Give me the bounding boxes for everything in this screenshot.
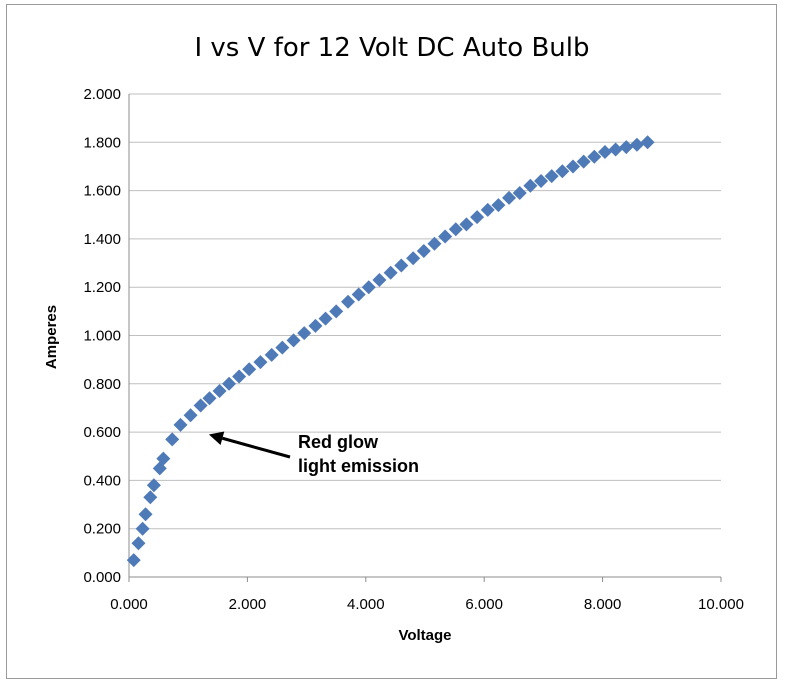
data-point (629, 137, 644, 152)
data-point (597, 144, 612, 159)
x-tick-label: 2.000 (229, 596, 267, 613)
annotation-line-1: Red glow (298, 432, 379, 452)
data-point (351, 287, 366, 302)
x-axis-label: Voltage (398, 627, 451, 644)
data-point (576, 154, 591, 169)
data-point (183, 408, 198, 423)
x-tick-label: 0.000 (110, 596, 148, 613)
data-point (138, 507, 153, 522)
axis-layer (128, 94, 722, 582)
x-tick-label: 6.000 (465, 596, 503, 613)
data-point (361, 280, 376, 295)
data-point (394, 258, 409, 273)
data-point (491, 198, 506, 213)
data-point (555, 164, 570, 179)
data-point (193, 398, 208, 413)
data-point (232, 369, 247, 384)
data-point (135, 521, 150, 536)
y-tick-label: 0.200 (83, 521, 121, 538)
data-point (619, 140, 634, 155)
data-point (480, 202, 495, 217)
data-point (372, 272, 387, 287)
data-point (566, 159, 580, 174)
x-tick-label: 4.000 (347, 596, 385, 613)
data-point (126, 553, 141, 568)
x-tick-label: 8.000 (584, 596, 622, 613)
data-point (587, 149, 602, 164)
annotation: Red glow light emission (208, 431, 419, 476)
y-axis-label: Amperes (43, 305, 60, 369)
y-tick-label: 0.000 (83, 569, 121, 586)
y-tick-label: 1.400 (83, 231, 121, 248)
data-point (470, 210, 485, 225)
data-point (308, 318, 323, 333)
data-point (253, 355, 268, 370)
y-tick-label: 1.200 (83, 279, 121, 296)
data-point (131, 536, 146, 551)
data-point (242, 362, 257, 377)
data-point (146, 478, 161, 493)
data-point (165, 432, 180, 447)
data-point (416, 243, 431, 258)
tick-layer: 0.000 0.200 0.400 0.600 0.800 1.000 1.200 1.400… (83, 86, 743, 613)
y-tick-label: 1.800 (83, 134, 121, 151)
data-point (143, 490, 158, 505)
chart-frame (6, 4, 777, 679)
data-point (608, 142, 623, 157)
grid-layer (129, 93, 721, 530)
data-point (341, 294, 356, 309)
data-point (318, 311, 333, 326)
data-point (502, 190, 517, 205)
data-point (286, 333, 301, 348)
data-point (523, 178, 538, 193)
data-point (275, 340, 290, 355)
data-point (212, 384, 227, 399)
annotation-arrowhead (208, 431, 225, 446)
data-point (173, 417, 188, 432)
data-point (448, 222, 463, 237)
data-point (406, 251, 421, 266)
data-point (512, 186, 527, 201)
data-point (156, 451, 171, 466)
data-point (329, 304, 344, 319)
data-point (534, 173, 549, 188)
x-tick-label: 10.000 (698, 596, 744, 613)
y-tick-label: 0.800 (83, 376, 121, 393)
data-point (222, 376, 237, 391)
data-point (297, 326, 312, 341)
annotation-arrow (222, 436, 291, 459)
y-tick-label: 1.600 (83, 183, 121, 200)
annotation-line-2: light emission (298, 456, 419, 476)
data-point (544, 169, 559, 184)
data-point (427, 236, 442, 251)
y-tick-label: 0.600 (83, 424, 121, 441)
data-point (264, 347, 279, 362)
data-point (459, 217, 474, 232)
data-points (126, 135, 655, 568)
data-point (438, 229, 453, 244)
y-tick-label: 1.000 (83, 328, 121, 345)
y-tick-label: 0.400 (83, 472, 121, 489)
data-point (640, 135, 655, 150)
chart-title: I vs V for 12 Volt DC Auto Bulb (194, 33, 589, 63)
data-point (383, 265, 398, 280)
y-tick-label: 2.000 (83, 86, 121, 103)
data-point (202, 391, 217, 406)
